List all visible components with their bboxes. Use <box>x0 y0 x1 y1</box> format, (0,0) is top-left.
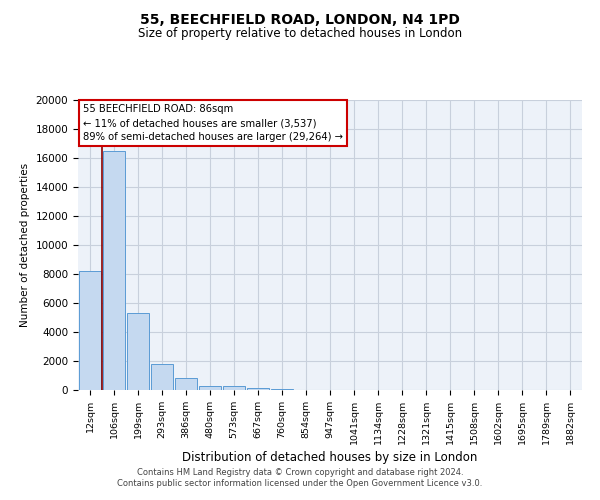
Bar <box>127 313 149 390</box>
Bar <box>223 386 245 390</box>
Text: 55, BEECHFIELD ROAD, LONDON, N4 1PD: 55, BEECHFIELD ROAD, LONDON, N4 1PD <box>140 12 460 26</box>
Bar <box>271 388 293 390</box>
Bar <box>175 378 197 390</box>
Text: Size of property relative to detached houses in London: Size of property relative to detached ho… <box>138 28 462 40</box>
X-axis label: Distribution of detached houses by size in London: Distribution of detached houses by size … <box>182 451 478 464</box>
Bar <box>79 271 101 390</box>
Bar <box>151 364 173 390</box>
Y-axis label: Number of detached properties: Number of detached properties <box>20 163 30 327</box>
Bar <box>247 388 269 390</box>
Bar <box>199 386 221 390</box>
Text: 55 BEECHFIELD ROAD: 86sqm
← 11% of detached houses are smaller (3,537)
89% of se: 55 BEECHFIELD ROAD: 86sqm ← 11% of detac… <box>83 104 343 142</box>
Text: Contains HM Land Registry data © Crown copyright and database right 2024.
Contai: Contains HM Land Registry data © Crown c… <box>118 468 482 487</box>
Bar <box>103 151 125 390</box>
